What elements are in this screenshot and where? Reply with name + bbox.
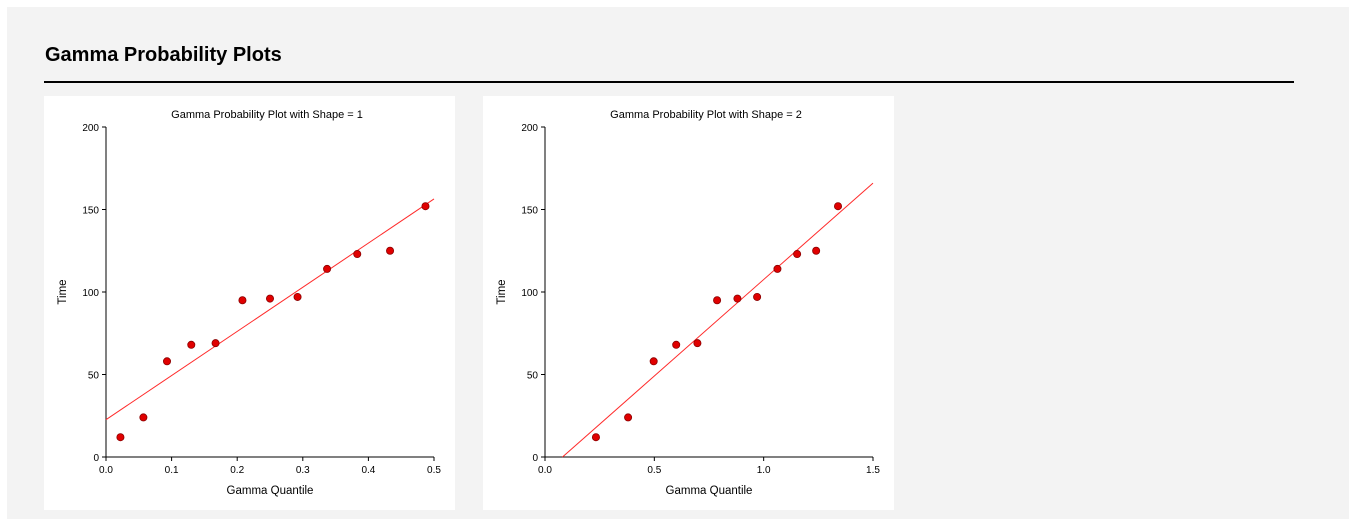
fit-line bbox=[105, 198, 435, 421]
x-axis-label: Gamma Quantile bbox=[227, 485, 314, 497]
plot-card-shape-2: Gamma Probability Plot with Shape = 2 0 50… bbox=[483, 96, 894, 510]
y-axis-label: Time bbox=[496, 279, 508, 304]
data-point bbox=[163, 357, 172, 366]
x-axis-label: Gamma Quantile bbox=[666, 485, 753, 497]
data-point bbox=[265, 294, 274, 303]
y-tick-label: 100 bbox=[82, 288, 99, 299]
chart-title: Gamma Probability Plot with Shape = 2 bbox=[610, 109, 802, 121]
x-tick-label: 1.0 bbox=[757, 465, 771, 476]
x-tick-label: 0.2 bbox=[230, 465, 244, 476]
data-point bbox=[834, 202, 843, 211]
data-point bbox=[139, 413, 148, 422]
x-tick-label: 0.5 bbox=[647, 465, 661, 476]
x-tick-label: 0.0 bbox=[99, 465, 113, 476]
gamma-plot-shape-1: Gamma Probability Plot with Shape = 1 0 50… bbox=[57, 109, 441, 497]
y-tick-label: 100 bbox=[521, 288, 538, 299]
data-point bbox=[624, 413, 633, 422]
title-divider bbox=[44, 81, 1294, 83]
data-point bbox=[386, 246, 395, 255]
gamma-plot-shape-2: Gamma Probability Plot with Shape = 2 0 50… bbox=[496, 109, 880, 497]
data-point bbox=[323, 264, 332, 273]
x-tick-label: 0.4 bbox=[361, 465, 375, 476]
report-panel: Gamma Probability Plots Gamma Probabilit… bbox=[7, 7, 1349, 519]
data-point bbox=[753, 292, 762, 301]
data-point bbox=[187, 340, 196, 349]
data-point bbox=[793, 250, 802, 259]
data-point bbox=[693, 339, 702, 348]
data-point bbox=[116, 433, 125, 442]
data-point bbox=[812, 246, 821, 255]
y-tick-label: 200 bbox=[82, 123, 99, 134]
data-point bbox=[649, 357, 658, 366]
data-point bbox=[733, 294, 742, 303]
data-point bbox=[293, 292, 302, 301]
y-tick-label: 50 bbox=[88, 371, 100, 382]
chart-title: Gamma Probability Plot with Shape = 1 bbox=[171, 109, 363, 121]
y-tick-label: 0 bbox=[532, 453, 538, 464]
y-tick-label: 0 bbox=[93, 453, 99, 464]
x-tick-label: 0.3 bbox=[296, 465, 310, 476]
plot-card-shape-1: Gamma Probability Plot with Shape = 1 0 50… bbox=[44, 96, 455, 510]
x-tick-label: 1.5 bbox=[866, 465, 880, 476]
x-tick-label: 0.1 bbox=[165, 465, 179, 476]
x-tick-label: 0.5 bbox=[427, 465, 441, 476]
page-title: Gamma Probability Plots bbox=[45, 44, 282, 66]
data-point bbox=[421, 202, 430, 211]
data-point bbox=[238, 296, 247, 305]
y-axis-label: Time bbox=[57, 279, 69, 304]
data-point bbox=[672, 340, 681, 349]
data-point bbox=[713, 296, 722, 305]
y-tick-label: 150 bbox=[521, 206, 538, 217]
data-point bbox=[353, 250, 362, 259]
data-point bbox=[773, 264, 782, 273]
data-point bbox=[211, 339, 220, 348]
x-tick-label: 0.0 bbox=[538, 465, 552, 476]
y-tick-label: 150 bbox=[82, 206, 99, 217]
data-point bbox=[591, 433, 600, 442]
y-tick-label: 200 bbox=[521, 123, 538, 134]
fit-line bbox=[562, 182, 874, 458]
y-tick-label: 50 bbox=[527, 371, 539, 382]
